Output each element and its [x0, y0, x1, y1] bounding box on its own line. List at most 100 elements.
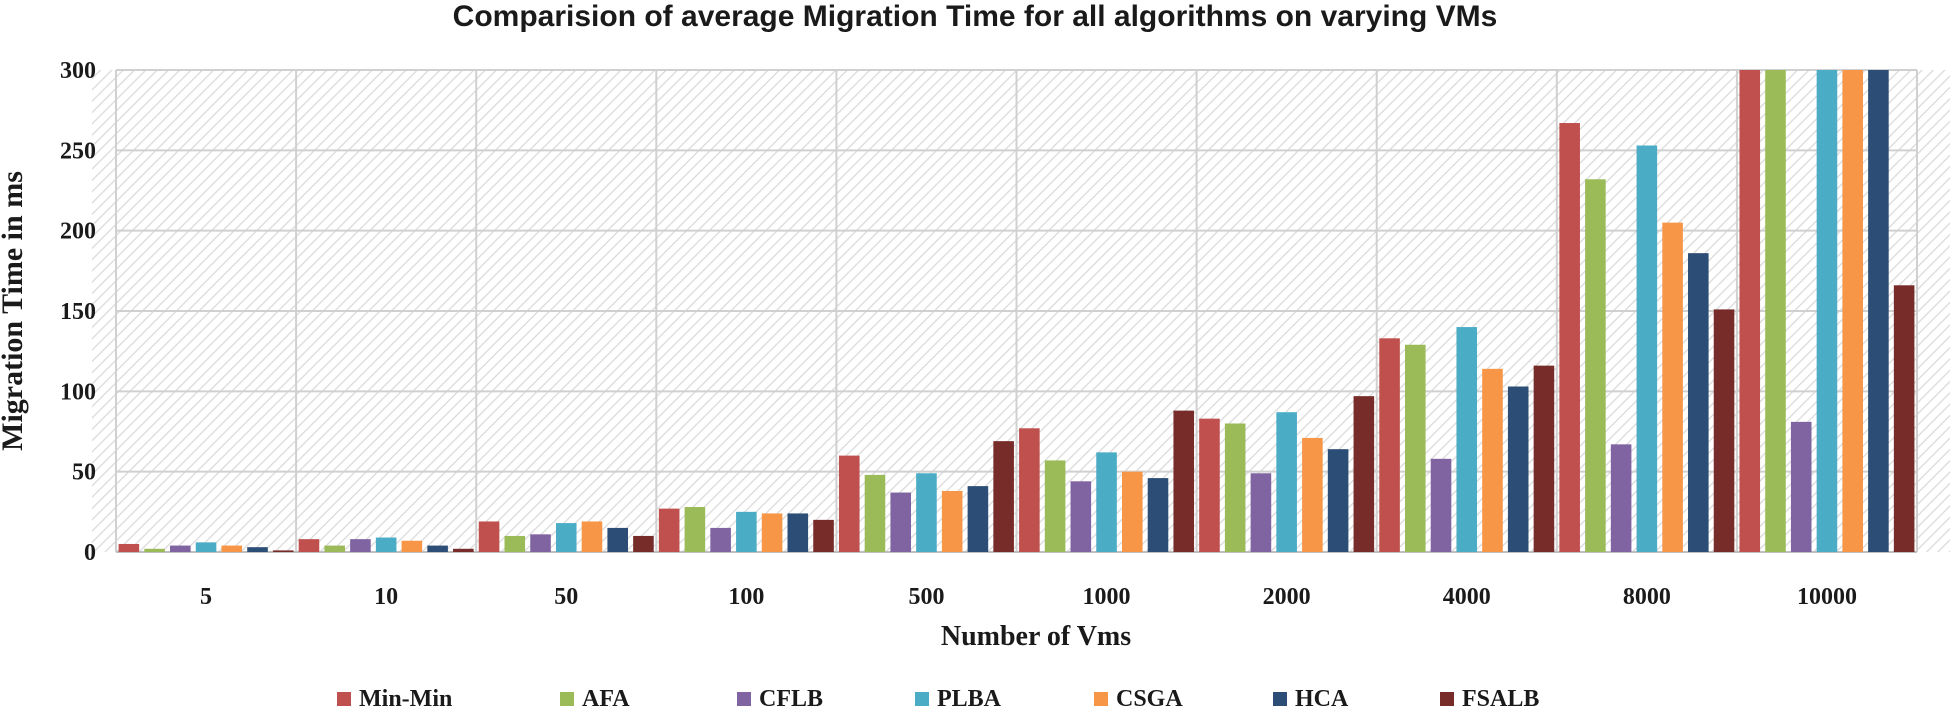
- bar: [375, 537, 397, 552]
- bar: [272, 550, 294, 552]
- y-tick-label: 50: [72, 460, 96, 486]
- bar: [787, 513, 809, 552]
- chart-title: Comparision of average Migration Time fo…: [453, 0, 1498, 33]
- legend-item: Min-Min: [337, 686, 452, 712]
- bar: [1430, 458, 1452, 552]
- x-tick-label: 8000: [1623, 584, 1671, 610]
- legend-label: Min-Min: [359, 686, 452, 712]
- bar: [1868, 70, 1889, 552]
- bar: [1816, 70, 1838, 552]
- bar: [864, 474, 886, 552]
- x-tick-label: 10: [374, 584, 398, 610]
- x-tick-label: 1000: [1083, 584, 1131, 610]
- legend-label: HCA: [1295, 686, 1349, 712]
- bar: [1044, 460, 1066, 552]
- legend-item: FSALB: [1440, 686, 1539, 712]
- bar: [1739, 70, 1761, 552]
- bar: [1585, 179, 1606, 552]
- bar: [1405, 344, 1426, 552]
- bar: [761, 513, 783, 552]
- bar: [170, 545, 191, 552]
- x-axis-label: Number of Vms: [941, 621, 1131, 652]
- bar: [1636, 145, 1658, 552]
- bar: [504, 535, 526, 552]
- bar: [1765, 70, 1786, 552]
- bar: [1688, 253, 1709, 552]
- bar: [581, 521, 603, 552]
- bar: [1482, 368, 1503, 552]
- legend-label: AFA: [582, 686, 630, 712]
- y-tick-label: 150: [60, 299, 96, 325]
- bar: [941, 490, 963, 552]
- bar: [838, 455, 860, 552]
- x-tick-label: 100: [728, 584, 764, 610]
- bar: [1096, 452, 1117, 552]
- bar: [1533, 365, 1555, 552]
- bar: [1250, 473, 1272, 552]
- y-tick-label: 0: [84, 540, 96, 566]
- bar: [1379, 338, 1400, 552]
- legend: Min-Min AFA CFLB PLBA CSGA HCA FSALB: [337, 686, 1539, 712]
- legend-swatch: [1440, 692, 1454, 706]
- bar: [710, 527, 731, 552]
- x-tick-label: 500: [908, 584, 944, 610]
- bar: [1790, 421, 1812, 552]
- legend-item: AFA: [560, 686, 630, 712]
- bar: [453, 548, 474, 552]
- legend-swatch: [915, 692, 929, 706]
- legend-item: HCA: [1273, 686, 1349, 712]
- bar: [195, 542, 217, 552]
- y-axis-label: Migration Time in ms: [0, 171, 29, 451]
- bar: [1610, 444, 1632, 552]
- bar: [658, 508, 680, 552]
- x-tick-label: 2000: [1263, 584, 1311, 610]
- y-tick-label: 300: [60, 58, 96, 84]
- legend-swatch: [1273, 692, 1287, 706]
- x-tick-label: 5: [200, 584, 212, 610]
- legend-swatch: [560, 692, 574, 706]
- x-tick-label: 50: [554, 584, 578, 610]
- bar: [1456, 327, 1478, 552]
- bar: [1893, 285, 1915, 552]
- bar: [1199, 418, 1220, 552]
- bar: [890, 492, 912, 552]
- bar: [324, 545, 345, 552]
- bar: [221, 545, 243, 552]
- bar: [1019, 428, 1040, 552]
- bar: [401, 540, 423, 552]
- x-tick-label: 4000: [1443, 584, 1491, 610]
- bar: [1121, 471, 1143, 552]
- bar: [916, 473, 937, 552]
- bar: [993, 441, 1014, 552]
- x-tick-label: 10000: [1797, 584, 1857, 610]
- legend-item: CSGA: [1094, 686, 1183, 712]
- bar: [1276, 412, 1297, 552]
- y-tick-label: 100: [60, 379, 96, 405]
- x-axis: 5 10 50 100 500 1000 2000 4000 8000 10000: [200, 584, 1857, 610]
- bar: [427, 545, 448, 552]
- legend-swatch: [337, 692, 351, 706]
- bars: [118, 70, 1915, 553]
- bar: [1559, 123, 1580, 553]
- bar: [1173, 410, 1195, 552]
- y-axis: 0 50 100 150 200 250 300: [60, 58, 96, 566]
- bar: [118, 543, 140, 552]
- bar: [1147, 478, 1169, 552]
- legend-label: PLBA: [937, 686, 1002, 712]
- bar: [1224, 423, 1246, 552]
- y-tick-label: 250: [60, 138, 96, 164]
- legend-label: CSGA: [1116, 686, 1183, 712]
- bar: [813, 519, 834, 552]
- bar: [247, 547, 268, 552]
- bar: [1353, 396, 1375, 552]
- bar: [298, 539, 320, 552]
- legend-label: FSALB: [1462, 686, 1539, 712]
- bar: [555, 523, 577, 552]
- bar: [478, 521, 500, 552]
- bar: [1327, 449, 1349, 552]
- bar: [967, 486, 989, 552]
- bar: [1842, 70, 1863, 552]
- bar: [736, 511, 757, 552]
- bar: [144, 548, 165, 552]
- bar: [1713, 309, 1735, 552]
